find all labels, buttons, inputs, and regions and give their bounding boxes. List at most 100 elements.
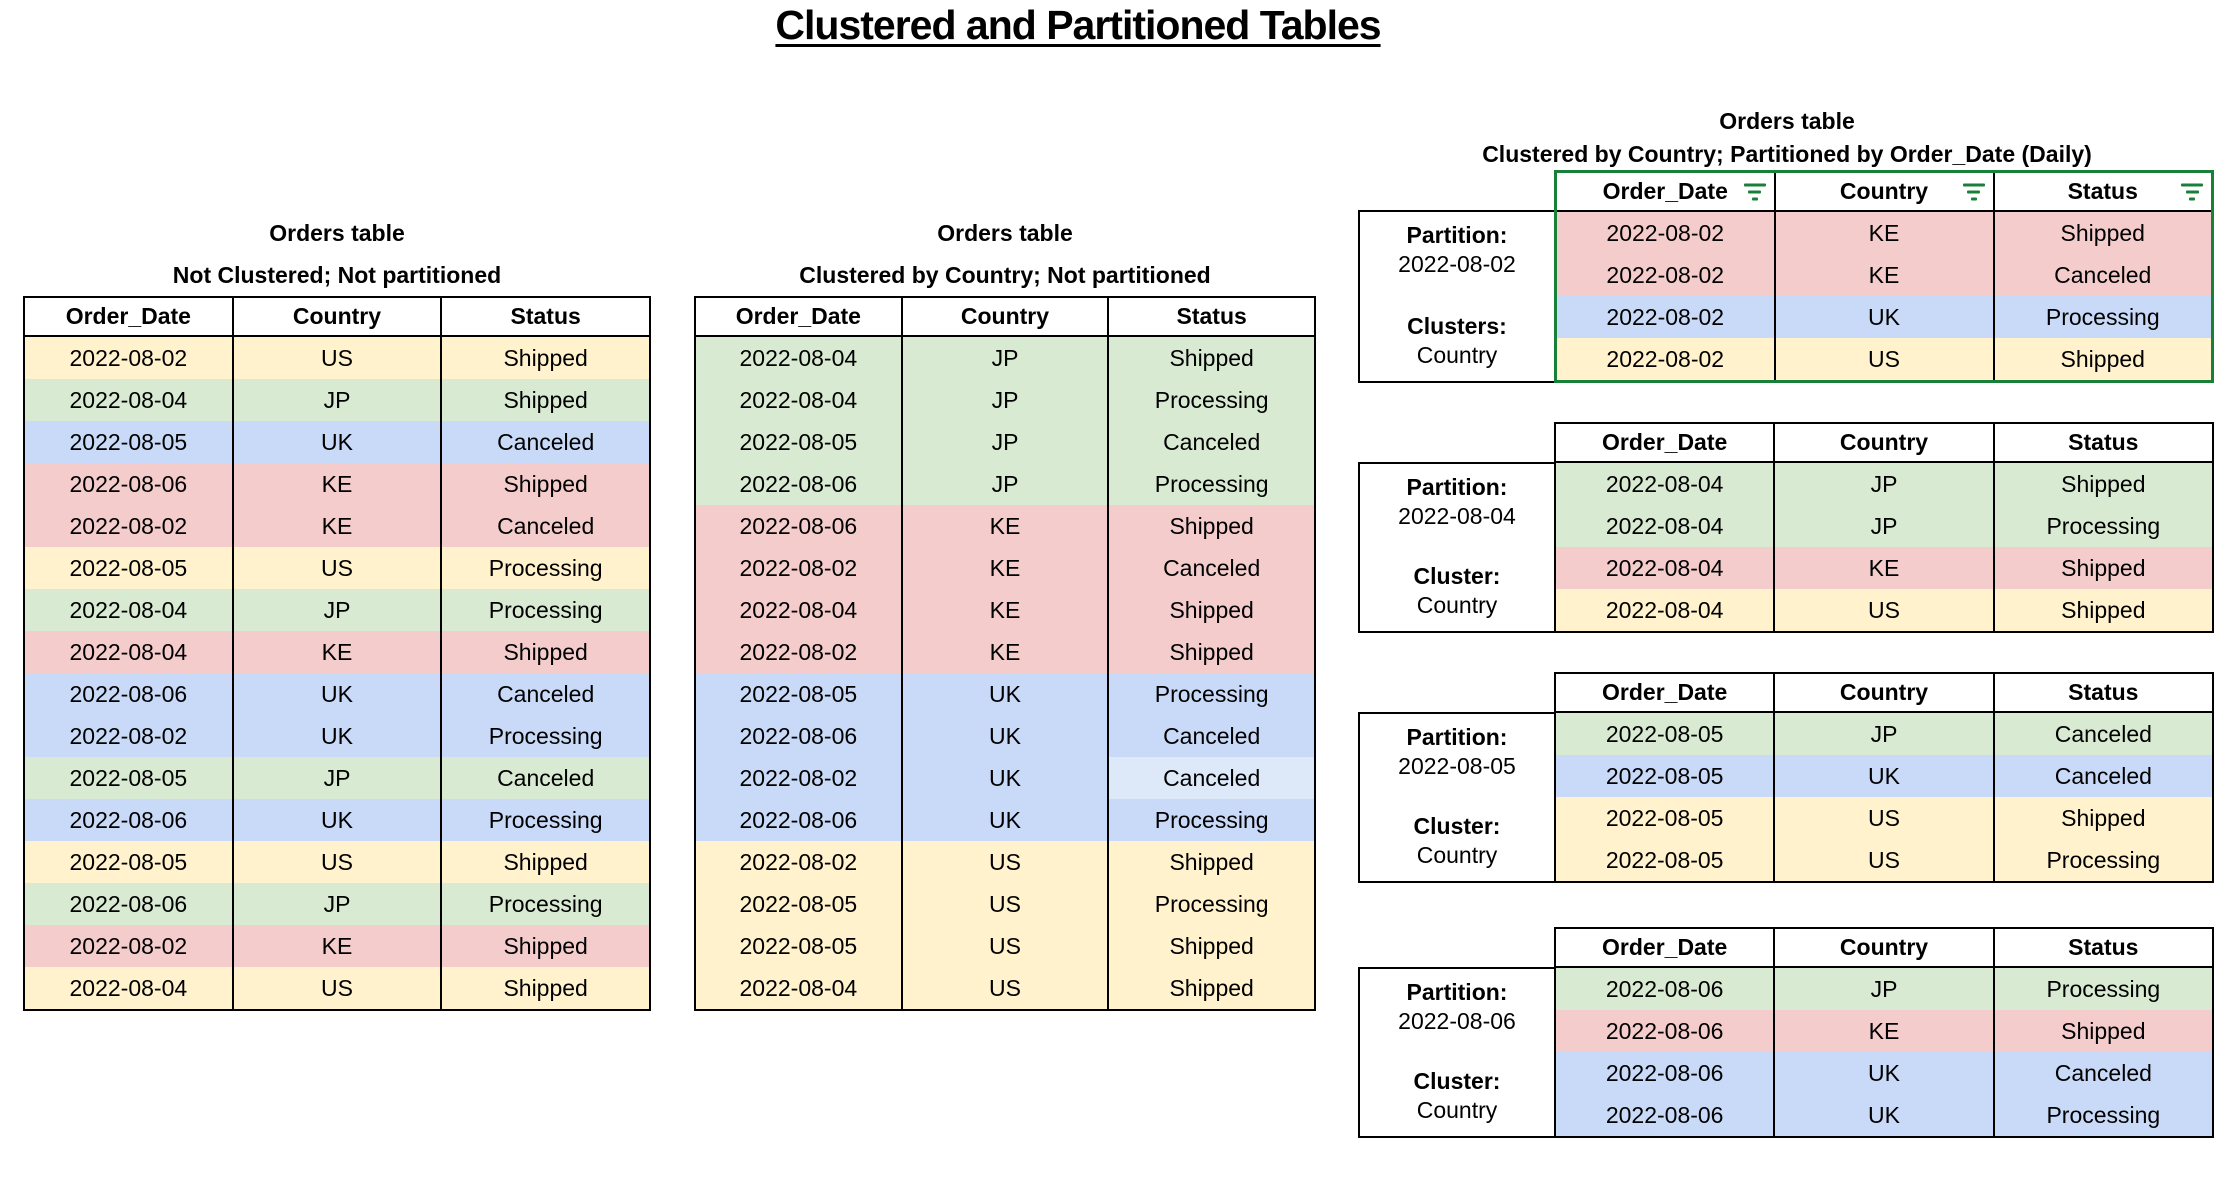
- order-date-cell: 2022-08-02: [695, 631, 902, 673]
- partition-group-2022-08-05: Partition: 2022-08-05 Cluster: Country O…: [1358, 672, 2214, 883]
- order-date-cell: 2022-08-05: [1555, 839, 1775, 882]
- order-date-cell: 2022-08-05: [24, 841, 233, 883]
- order-row: 2022-08-04 JP Shipped: [24, 379, 650, 421]
- country-cell: UK: [1773, 296, 1994, 338]
- partition-label: Partition: 2022-08-05: [1362, 723, 1552, 781]
- status-cell: Processing: [1992, 967, 2213, 1010]
- column-header-country: Country: [1773, 423, 1994, 463]
- country-cell: US: [900, 967, 1109, 1010]
- order-date-cell: 2022-08-06: [695, 715, 902, 757]
- order-date-cell: 2022-08-02: [24, 715, 233, 757]
- partitioned-table-title: Orders table: [1719, 108, 1855, 134]
- order-date-cell: 2022-08-06: [695, 799, 902, 841]
- column-header-status: Status: [1992, 673, 2213, 713]
- column-header-status: Status: [1992, 171, 2213, 212]
- status-cell: Canceled: [1107, 715, 1315, 757]
- status-cell: Processing: [1107, 463, 1315, 505]
- status-cell: Canceled: [1107, 421, 1315, 463]
- status-cell: Processing: [440, 799, 650, 841]
- cluster-label-title: Cluster:: [1413, 813, 1501, 839]
- status-cell: Processing: [1992, 505, 2213, 547]
- order-date-cell: 2022-08-02: [1555, 338, 1775, 382]
- country-cell: UK: [1773, 1094, 1994, 1137]
- order-row: 2022-08-05 US Processing: [24, 547, 650, 589]
- order-row: 2022-08-05 US Shipped: [1555, 797, 2213, 839]
- order-row: 2022-08-02 KE Shipped: [1555, 211, 2213, 254]
- order-row: 2022-08-02 UK Processing: [1555, 296, 2213, 338]
- order-date-cell: 2022-08-05: [695, 673, 902, 715]
- country-cell: UK: [900, 799, 1109, 841]
- country-cell: UK: [231, 421, 442, 463]
- order-date-cell: 2022-08-06: [695, 505, 902, 547]
- column-header-status: Status: [440, 297, 650, 337]
- unclustered-orders-table: Order_Date Country Status 2022-08-02 US Shipp…: [23, 296, 651, 1011]
- partition-label: Partition: 2022-08-06: [1362, 978, 1552, 1036]
- order-row: 2022-08-05 US Processing: [695, 883, 1315, 925]
- order-row: 2022-08-06 KE Shipped: [1555, 1010, 2213, 1052]
- country-cell: KE: [900, 547, 1109, 589]
- order-date-cell: 2022-08-06: [695, 463, 902, 505]
- order-date-cell: 2022-08-04: [695, 379, 902, 421]
- order-date-cell: 2022-08-05: [24, 757, 233, 799]
- order-row: 2022-08-04 JP Processing: [1555, 505, 2213, 547]
- order-date-cell: 2022-08-06: [1555, 1052, 1775, 1094]
- column-header-order_date: Order_Date: [24, 297, 233, 337]
- status-cell: Shipped: [1992, 1010, 2213, 1052]
- column-header-order_date: Order_Date: [1555, 423, 1775, 463]
- country-cell: UK: [231, 799, 442, 841]
- order-date-cell: 2022-08-02: [695, 841, 902, 883]
- order-date-cell: 2022-08-04: [695, 336, 902, 379]
- unclustered-table-title: Orders table: [269, 220, 405, 246]
- column-header-order_date: Order_Date: [1555, 673, 1775, 713]
- order-date-cell: 2022-08-04: [24, 631, 233, 673]
- country-cell: JP: [900, 379, 1109, 421]
- column-header-country: Country: [1773, 171, 1994, 212]
- status-cell: Canceled: [1992, 254, 2213, 296]
- country-cell: US: [900, 841, 1109, 883]
- partition-label-box: Partition: 2022-08-05 Cluster: Country: [1358, 712, 1554, 883]
- order-date-cell: 2022-08-02: [1555, 296, 1775, 338]
- order-row: 2022-08-05 UK Processing: [695, 673, 1315, 715]
- order-row: 2022-08-05 JP Canceled: [695, 421, 1315, 463]
- status-cell: Processing: [1107, 379, 1315, 421]
- order-row: 2022-08-04 JP Processing: [695, 379, 1315, 421]
- order-date-cell: 2022-08-06: [1555, 1094, 1775, 1137]
- order-row: 2022-08-05 US Shipped: [695, 925, 1315, 967]
- order-row: 2022-08-02 KE Canceled: [24, 505, 650, 547]
- partition-group-2022-08-04: Partition: 2022-08-04 Cluster: Country O…: [1358, 422, 2214, 633]
- cluster-label-title: Cluster:: [1413, 563, 1501, 589]
- order-row: 2022-08-02 KE Shipped: [24, 925, 650, 967]
- country-cell: US: [231, 841, 442, 883]
- order-date-cell: 2022-08-02: [1555, 254, 1775, 296]
- header-row: Order_Date Country Status: [1555, 423, 2213, 463]
- status-cell: Shipped: [1992, 547, 2213, 589]
- order-date-cell: 2022-08-05: [695, 925, 902, 967]
- status-cell: Processing: [1107, 673, 1315, 715]
- order-row: 2022-08-04 JP Shipped: [695, 336, 1315, 379]
- country-cell: UK: [231, 715, 442, 757]
- page-title: Clustered and Partitioned Tables: [775, 2, 1381, 48]
- partition-label: Partition: 2022-08-02: [1362, 221, 1552, 279]
- cluster-label-title: Cluster:: [1413, 1068, 1501, 1094]
- order-date-cell: 2022-08-06: [24, 673, 233, 715]
- status-cell: Shipped: [1107, 505, 1315, 547]
- order-row: 2022-08-04 KE Shipped: [1555, 547, 2213, 589]
- order-row: 2022-08-05 US Shipped: [24, 841, 650, 883]
- filter-icon: [1743, 181, 1767, 202]
- status-cell: Shipped: [440, 336, 650, 379]
- status-cell: Shipped: [1107, 925, 1315, 967]
- order-row: 2022-08-04 JP Processing: [24, 589, 650, 631]
- order-date-cell: 2022-08-05: [1555, 797, 1775, 839]
- order-row: 2022-08-06 KE Shipped: [24, 463, 650, 505]
- country-cell: JP: [231, 379, 442, 421]
- country-cell: UK: [231, 673, 442, 715]
- country-cell: JP: [900, 463, 1109, 505]
- status-cell: Canceled: [1992, 712, 2213, 755]
- order-date-cell: 2022-08-04: [695, 967, 902, 1010]
- order-date-cell: 2022-08-05: [24, 547, 233, 589]
- order-date-cell: 2022-08-02: [24, 336, 233, 379]
- partition-label: Partition: 2022-08-04: [1362, 473, 1552, 531]
- cluster-label: Clusters: Country: [1362, 312, 1552, 370]
- order-row: 2022-08-06 UK Canceled: [24, 673, 650, 715]
- country-cell: UK: [1773, 755, 1994, 797]
